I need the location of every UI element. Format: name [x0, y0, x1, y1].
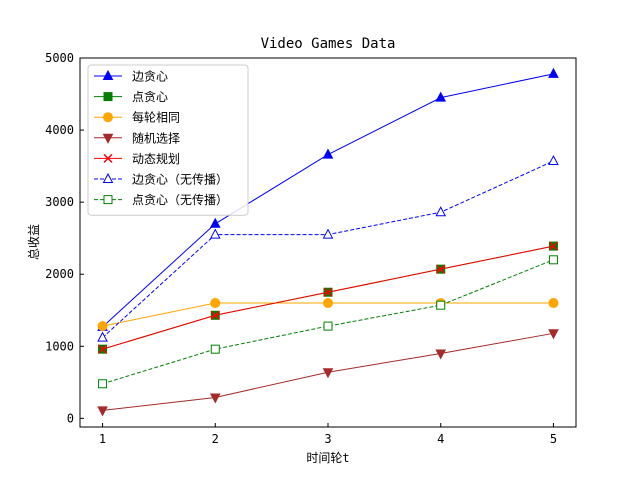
- data-point: [210, 298, 221, 309]
- data-point: [548, 255, 558, 265]
- plot-area: [97, 67, 559, 417]
- data-point: [210, 344, 220, 354]
- legend-marker: [102, 172, 114, 183]
- x-tick-label: 5: [550, 432, 557, 446]
- data-point: [97, 321, 108, 332]
- data-point: [209, 217, 221, 228]
- legend-marker: [103, 112, 113, 123]
- data-point: [548, 329, 559, 340]
- data-point: [435, 91, 447, 102]
- y-tick-label: 0: [67, 411, 74, 425]
- x-tick-label: 4: [437, 432, 444, 446]
- x-tick-label: 1: [99, 432, 106, 446]
- data-point: [323, 287, 333, 297]
- legend-label: 点贪心（无传播）: [132, 192, 228, 207]
- x-axis-label: 时间轮t: [306, 451, 349, 465]
- data-point: [97, 331, 108, 342]
- data-point-stroke: [548, 241, 558, 251]
- legend-label: 每轮相同: [132, 110, 180, 125]
- data-point: [98, 344, 108, 354]
- y-tick-label: 4000: [45, 123, 74, 137]
- data-point: [323, 298, 333, 309]
- data-point: [436, 300, 446, 310]
- legend-entry: 动态规划: [94, 151, 180, 166]
- series-5: [98, 241, 558, 354]
- data-point: [435, 206, 447, 217]
- legend-marker: [102, 69, 114, 80]
- y-tick-label: 3000: [45, 195, 74, 209]
- data-point: [322, 228, 334, 239]
- data-point: [210, 310, 220, 320]
- x-tick-label: 3: [324, 432, 331, 446]
- data-point: [548, 241, 558, 251]
- series-6: [97, 154, 559, 342]
- legend-entry: 边贪心（无传播）: [94, 172, 228, 187]
- legend-label: 随机选择: [132, 130, 180, 145]
- x-tick-label: 2: [212, 432, 219, 446]
- data-point: [98, 379, 108, 389]
- series-line: [102, 259, 554, 385]
- data-point-stroke: [436, 264, 446, 274]
- legend-marker: [103, 195, 113, 205]
- data-point: [435, 349, 447, 360]
- data-point: [548, 298, 559, 309]
- y-axis-label: 总收益: [27, 224, 41, 260]
- data-point: [548, 67, 559, 78]
- y-tick-label: 2000: [45, 267, 74, 281]
- legend-entry: 点贪心: [94, 89, 168, 104]
- data-point: [209, 228, 221, 239]
- legend-entry: 点贪心（无传播）: [94, 192, 228, 207]
- axes-frame: [79, 57, 577, 428]
- data-point-stroke: [210, 310, 220, 320]
- y-tick-label: 1000: [45, 339, 74, 353]
- legend-entry: 每轮相同: [94, 110, 180, 125]
- y-tick-label: 5000: [45, 51, 74, 65]
- data-point: [548, 154, 559, 166]
- legend-label: 点贪心: [132, 89, 168, 104]
- legend-marker-stroke: [103, 153, 113, 163]
- series-4: [97, 329, 559, 417]
- legend-marker: [103, 92, 113, 102]
- legend-label: 动态规划: [132, 151, 180, 166]
- data-point: [209, 393, 221, 404]
- legend-entry: 边贪心: [94, 69, 168, 84]
- legend-marker: [102, 133, 114, 144]
- legend-frame: [87, 64, 249, 216]
- data-point: [322, 148, 334, 159]
- chart-title: Video Games Data: [261, 36, 396, 52]
- series-7: [98, 255, 558, 389]
- legend-entry: 随机选择: [94, 130, 180, 145]
- legend-label: 边贪心（无传播）: [132, 172, 228, 187]
- data-point: [322, 368, 334, 379]
- data-point: [436, 264, 446, 274]
- data-point: [323, 321, 333, 331]
- legend-label: 边贪心: [132, 69, 168, 84]
- data-point-stroke: [98, 344, 108, 354]
- legend-marker: [103, 153, 113, 163]
- data-point-stroke: [323, 287, 333, 297]
- axis-ticks: 1 2 3 4 5 0 1000 2000 3000 4000 5000: [45, 51, 557, 446]
- data-point: [97, 406, 108, 417]
